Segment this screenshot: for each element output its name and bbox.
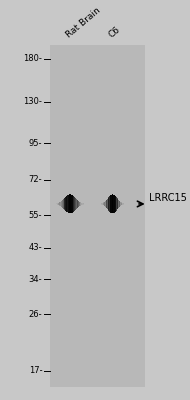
Bar bbox=[57, 203, 58, 205]
Bar bbox=[106, 200, 107, 208]
Bar bbox=[61, 201, 62, 207]
Bar bbox=[74, 197, 75, 210]
Bar bbox=[77, 200, 78, 208]
Bar bbox=[72, 195, 73, 213]
Bar bbox=[59, 202, 60, 206]
Bar bbox=[122, 203, 123, 205]
Text: 26-: 26- bbox=[29, 310, 42, 319]
Bar bbox=[64, 198, 65, 210]
Bar bbox=[76, 199, 77, 209]
Bar bbox=[121, 203, 122, 205]
Bar bbox=[69, 194, 70, 213]
Bar bbox=[60, 202, 61, 206]
Bar bbox=[80, 202, 81, 206]
Bar bbox=[71, 195, 72, 213]
Bar bbox=[114, 195, 115, 213]
Bar bbox=[109, 196, 110, 212]
Bar bbox=[65, 197, 66, 210]
Bar bbox=[111, 195, 112, 213]
Bar bbox=[115, 196, 116, 212]
Text: LRRC15: LRRC15 bbox=[149, 192, 187, 202]
Bar bbox=[119, 201, 120, 207]
Bar bbox=[105, 201, 106, 207]
Bar bbox=[118, 200, 119, 208]
Bar bbox=[104, 202, 105, 206]
Bar bbox=[112, 194, 113, 214]
Bar bbox=[50, 45, 145, 387]
Text: 72-: 72- bbox=[29, 175, 42, 184]
Bar bbox=[106, 200, 107, 208]
Bar bbox=[62, 200, 63, 208]
Bar bbox=[69, 194, 70, 214]
Bar bbox=[67, 195, 68, 213]
Text: 95-: 95- bbox=[29, 139, 42, 148]
Text: 55-: 55- bbox=[29, 211, 42, 220]
Bar bbox=[78, 201, 79, 207]
Text: 43-: 43- bbox=[29, 244, 42, 252]
Bar bbox=[62, 200, 63, 208]
Bar bbox=[57, 203, 58, 205]
Bar bbox=[102, 203, 103, 205]
Bar bbox=[82, 203, 83, 205]
Bar bbox=[121, 202, 122, 206]
Text: 180-: 180- bbox=[23, 54, 42, 63]
Bar bbox=[123, 203, 124, 204]
Bar bbox=[64, 198, 65, 210]
Bar bbox=[70, 194, 71, 214]
Bar bbox=[66, 196, 67, 212]
Bar bbox=[117, 199, 118, 209]
Text: Rat Brain: Rat Brain bbox=[64, 5, 102, 39]
Bar bbox=[83, 203, 84, 204]
Bar bbox=[77, 200, 78, 208]
Bar bbox=[101, 203, 102, 204]
Bar bbox=[115, 196, 116, 212]
Bar bbox=[58, 203, 59, 205]
Bar bbox=[68, 195, 69, 213]
Bar bbox=[63, 199, 64, 209]
Text: C6: C6 bbox=[107, 24, 122, 39]
Bar bbox=[74, 197, 75, 211]
Bar bbox=[78, 201, 79, 207]
Bar bbox=[65, 197, 66, 211]
Bar bbox=[67, 196, 68, 212]
Bar bbox=[111, 195, 112, 213]
Bar bbox=[119, 201, 120, 207]
Bar bbox=[103, 203, 104, 205]
Bar bbox=[81, 203, 82, 205]
Bar bbox=[71, 195, 72, 213]
Bar bbox=[108, 197, 109, 210]
Bar bbox=[112, 194, 113, 214]
Bar bbox=[60, 202, 61, 206]
Text: 34-: 34- bbox=[29, 274, 42, 284]
Bar bbox=[107, 199, 108, 209]
Text: 130-: 130- bbox=[23, 97, 42, 106]
Bar bbox=[110, 196, 111, 212]
Bar bbox=[76, 199, 77, 209]
Bar bbox=[58, 203, 59, 205]
Bar bbox=[66, 196, 67, 212]
Bar bbox=[113, 195, 114, 213]
Bar bbox=[116, 198, 117, 210]
Bar bbox=[79, 202, 80, 206]
Bar bbox=[110, 195, 111, 213]
Bar bbox=[72, 196, 73, 212]
Bar bbox=[75, 198, 76, 210]
Bar bbox=[117, 198, 118, 210]
Bar bbox=[79, 202, 80, 206]
Bar bbox=[59, 202, 60, 206]
Bar bbox=[73, 196, 74, 212]
Bar bbox=[105, 201, 106, 207]
Bar bbox=[120, 202, 121, 206]
Bar bbox=[122, 203, 123, 205]
Bar bbox=[116, 197, 117, 210]
Text: 17-: 17- bbox=[29, 366, 42, 375]
